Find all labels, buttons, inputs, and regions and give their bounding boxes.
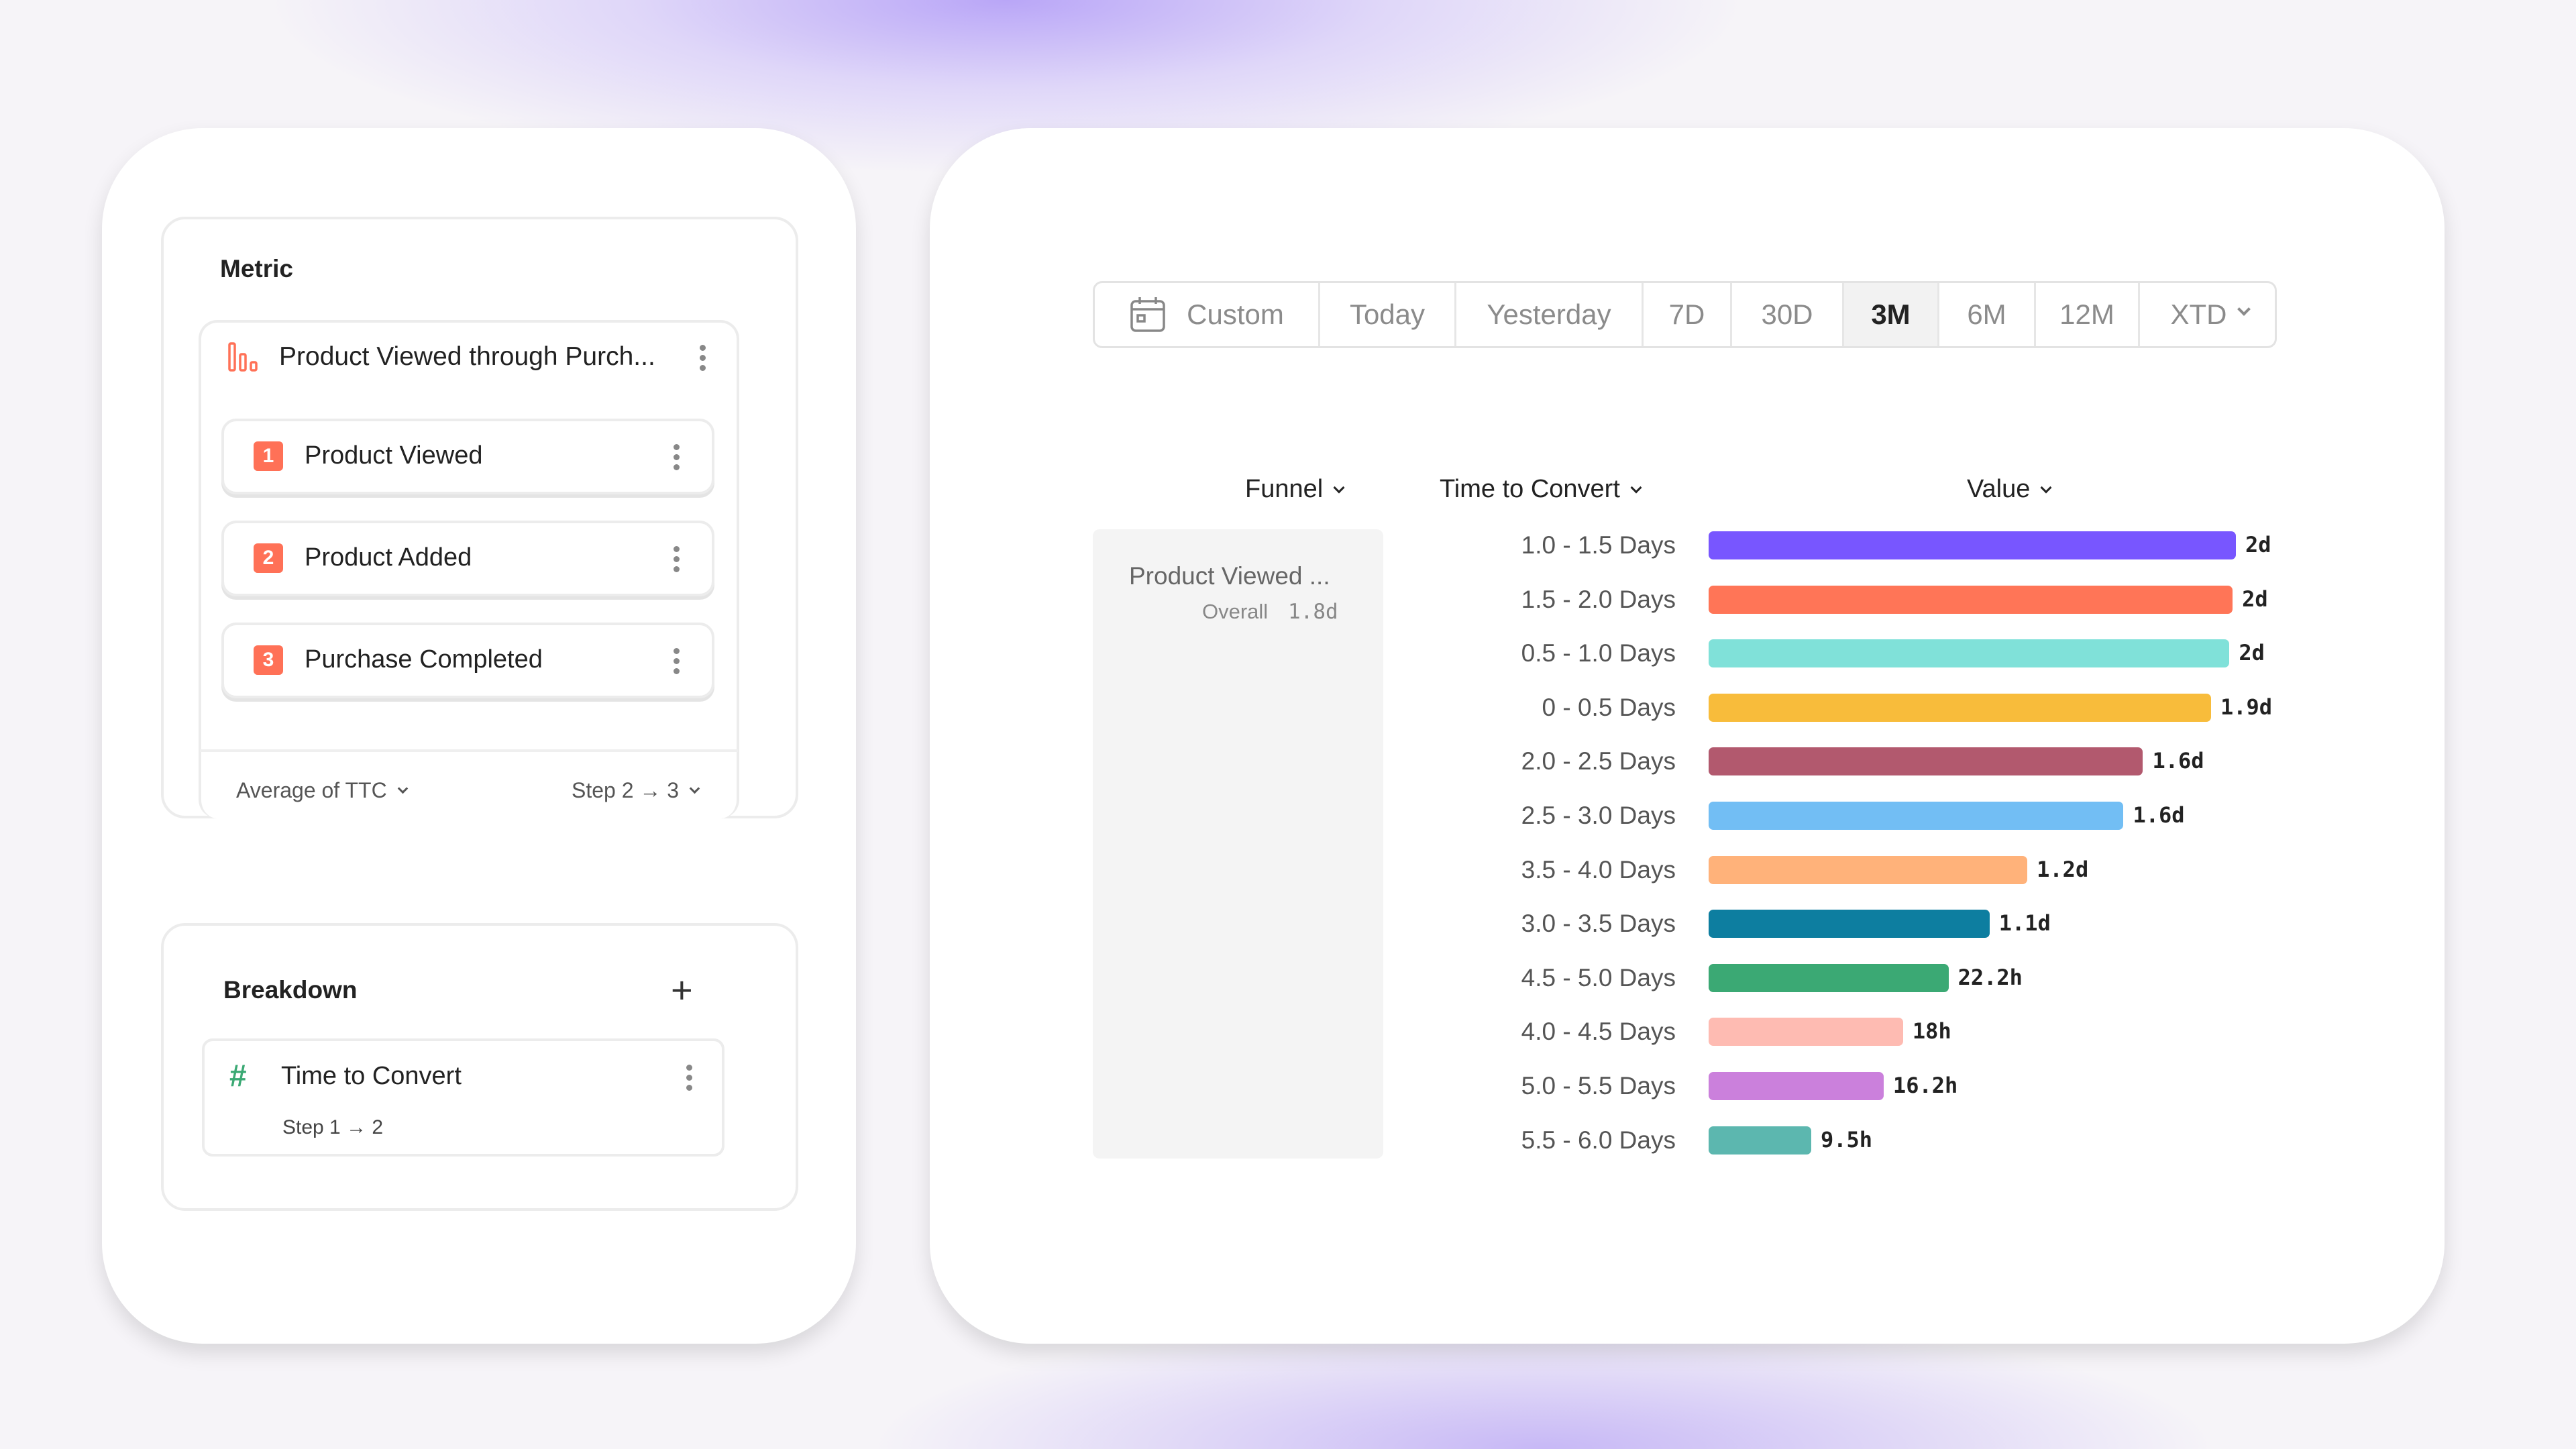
step-number-badge: 2 [254,543,283,573]
step-label: Product Added [305,543,472,572]
step-range-dropdown[interactable]: Step 2 → 3 [572,778,700,803]
step-label: Product Viewed [305,441,483,470]
category-label: 3.5 - 4.0 Days [1521,855,1676,883]
date-today-button[interactable]: Today [1318,283,1454,346]
breakdown-item-label: Time to Convert [281,1062,462,1090]
category-label: 1.0 - 1.5 Days [1521,531,1676,559]
footer-divider [200,749,738,752]
category-label: 0 - 0.5 Days [1542,693,1676,721]
bar[interactable] [1709,910,1990,938]
aggregation-dropdown[interactable]: Average of TTC [236,778,408,803]
bar-value-label: 2d [2242,586,2268,612]
value-column-header[interactable]: Value [1967,475,2052,504]
xtd-label: XTD [2170,299,2227,330]
breakdown-title: Breakdown [223,976,358,1004]
category-label: 0.5 - 1.0 Days [1521,639,1676,667]
bar[interactable] [1709,1126,1811,1155]
category-label: 4.5 - 5.0 Days [1521,963,1676,991]
date-yesterday-button[interactable]: Yesterday [1454,283,1642,346]
bar-value-label: 1.6d [2133,802,2185,828]
bar-value-label: 2d [2245,532,2271,557]
date-6m-button[interactable]: 6M [1937,283,2034,346]
bar-value-label: 9.5h [1821,1126,1873,1152]
funnel-column-header[interactable]: Funnel [1245,475,1345,504]
chevron-down-icon [2040,482,2052,494]
step-number-badge: 1 [254,441,283,471]
bar[interactable] [1709,747,2143,776]
bar[interactable] [1709,1018,1903,1046]
date-12m-button[interactable]: 12M [2034,283,2138,346]
category-label: 5.5 - 6.0 Days [1521,1126,1676,1154]
date-custom-button[interactable]: Custom [1095,283,1318,346]
bar-value-label: 1.6d [2152,748,2204,774]
bar[interactable] [1709,693,2211,722]
bar-value-label: 18h [1912,1018,1951,1044]
step-menu-icon[interactable] [674,444,680,470]
breakdown-item-step: Step 1 → 2 [282,1116,384,1138]
funnel-chart-icon [228,342,258,372]
breakdown-item[interactable] [202,1038,724,1157]
category-label: 2.5 - 3.0 Days [1521,802,1676,829]
chevron-down-icon [397,783,408,794]
bar-value-label: 1.9d [2220,694,2273,720]
value-header-label: Value [1967,475,2031,503]
time-to-convert-column-header[interactable]: Time to Convert [1440,475,1642,504]
chevron-down-icon [1333,482,1345,494]
metric-title: Metric [220,255,293,282]
bar[interactable] [1709,585,2233,614]
bar-value-label: 1.2d [2037,856,2089,882]
funnel-metric-menu-icon[interactable] [700,345,706,371]
add-breakdown-button[interactable]: + [671,969,693,1011]
custom-label: Custom [1187,299,1284,330]
date-range-picker: Custom Today Yesterday 7D 30D 3M 6M 12M … [1093,281,2277,348]
funnel-cell-name[interactable]: Product Viewed ... [1129,562,1330,590]
funnel-step-3[interactable]: 3 Purchase Completed [221,623,714,698]
bar[interactable] [1709,855,2028,884]
bar[interactable] [1709,802,2124,830]
category-label: 1.5 - 2.0 Days [1521,585,1676,613]
bar[interactable] [1709,531,2236,559]
step-number-badge: 3 [254,645,283,675]
overall-label: Overall [1202,600,1269,623]
date-xtd-dropdown[interactable]: XTD [2138,283,2275,346]
ttc-header-label: Time to Convert [1440,475,1620,503]
bar-value-label: 16.2h [1892,1073,1958,1098]
funnel-metric-name[interactable]: Product Viewed through Purch... [279,342,655,371]
step-label: Purchase Completed [305,645,543,674]
date-30d-button[interactable]: 30D [1730,283,1842,346]
funnel-step-1[interactable]: 1 Product Viewed [221,419,714,494]
breakdown-item-menu-icon[interactable] [686,1065,693,1091]
bar-value-label: 22.2h [1957,964,2023,990]
chevron-down-icon [2237,303,2251,316]
bar-value-label: 2d [2239,640,2265,666]
date-7d-button[interactable]: 7D [1642,283,1730,346]
overall-value: 1.8d [1288,600,1338,624]
category-label: 5.0 - 5.5 Days [1521,1072,1676,1099]
bar[interactable] [1709,963,1949,992]
step-range-label: Step 2 → 3 [572,778,680,802]
category-label: 3.0 - 3.5 Days [1521,910,1676,938]
bar-value-label: 1.1d [1998,910,2051,936]
bar[interactable] [1709,1072,1884,1100]
funnel-cell [1093,529,1383,1159]
number-hash-icon: # [229,1058,247,1093]
chevron-down-icon [1630,482,1642,494]
funnel-step-2[interactable]: 2 Product Added [221,521,714,596]
category-label: 4.0 - 4.5 Days [1521,1018,1676,1046]
date-3m-button[interactable]: 3M [1842,283,1937,346]
step-menu-icon[interactable] [674,648,680,674]
funnel-header-label: Funnel [1245,475,1324,503]
calendar-icon [1130,297,1165,332]
aggregation-label: Average of TTC [236,778,387,802]
step-menu-icon[interactable] [674,546,680,572]
bar[interactable] [1709,639,2230,668]
category-label: 2.0 - 2.5 Days [1521,747,1676,775]
chevron-down-icon [689,783,700,794]
